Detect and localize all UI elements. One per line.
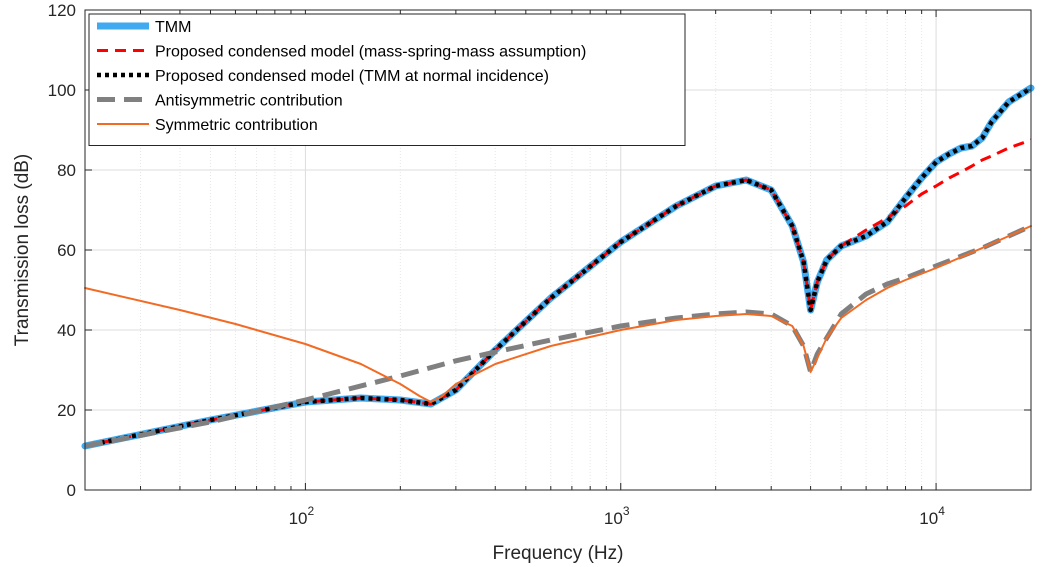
x-axis-ticks: 102 103 104 [84, 10, 1032, 528]
y-tick-label: 60 [57, 241, 76, 260]
series-line-4 [84, 225, 1032, 403]
y-tick-label: 40 [57, 321, 76, 340]
legend-label-1: Proposed condensed model (mass-spring-ma… [155, 44, 586, 61]
y-axis-title: Transmission loss (dB) [12, 154, 33, 347]
x-tick-label: 103 [604, 504, 630, 528]
legend-box [88, 13, 686, 146]
y-tick-label: 120 [48, 1, 76, 20]
legend-label-0: TMM [155, 19, 191, 36]
x-tick-label: 102 [289, 504, 315, 528]
y-tick-label: 20 [57, 401, 76, 420]
series-layer [81, 84, 1035, 450]
y-tick-label: 80 [57, 161, 76, 180]
x-axis-title: Frequency (Hz) [493, 543, 624, 564]
series-line-2 [84, 86, 1033, 449]
x-tick-label: 104 [919, 504, 945, 528]
y-tick-label: 0 [67, 481, 76, 500]
legend: TMM Proposed condensed model (mass-spring… [88, 13, 686, 146]
legend-label-3: Antisymmetric contribution [155, 93, 343, 110]
y-axis-ticks: 0 20 40 60 80 100 120 [48, 1, 1031, 500]
legend-label-2: Proposed condensed model (TMM at normal … [155, 68, 549, 85]
y-tick-label: 100 [48, 81, 76, 100]
legend-label-4: Symmetric contribution [155, 117, 318, 134]
